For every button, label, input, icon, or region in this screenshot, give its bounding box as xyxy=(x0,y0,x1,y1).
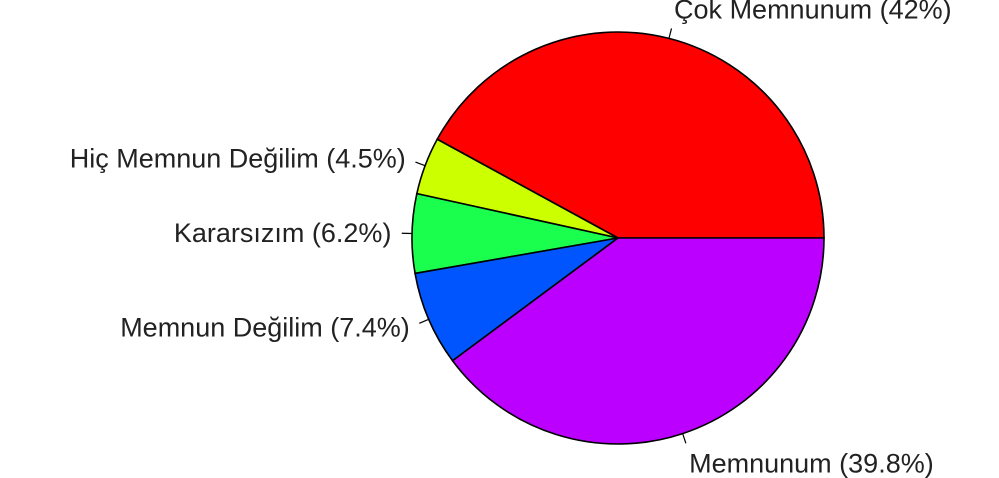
pie-slice-3 xyxy=(414,237,619,362)
pie-slice-label-0: Çok Memnunum (42%) xyxy=(674,0,952,24)
pie-slice-label-4: Memnunum (39.8%) xyxy=(689,448,934,478)
pie-leader-line-3 xyxy=(419,318,429,324)
pie-labels: Çok Memnunum (42%) Hiç Memnun Değilim (4.… xyxy=(70,0,952,478)
pie-slice-label-3: Memnun Değilim (7.4%) xyxy=(120,312,410,342)
pie-leader-line-4 xyxy=(682,433,687,444)
pie-slice-label-2: Kararsızım (6.2%) xyxy=(174,218,392,248)
pie-leader-line-1 xyxy=(415,161,426,167)
pie-slices xyxy=(411,31,825,445)
pie-leader-line-0 xyxy=(668,28,673,39)
pie-slice-label-1: Hiç Memnun Değilim (4.5%) xyxy=(70,143,406,173)
pie-slice-0 xyxy=(436,31,825,239)
